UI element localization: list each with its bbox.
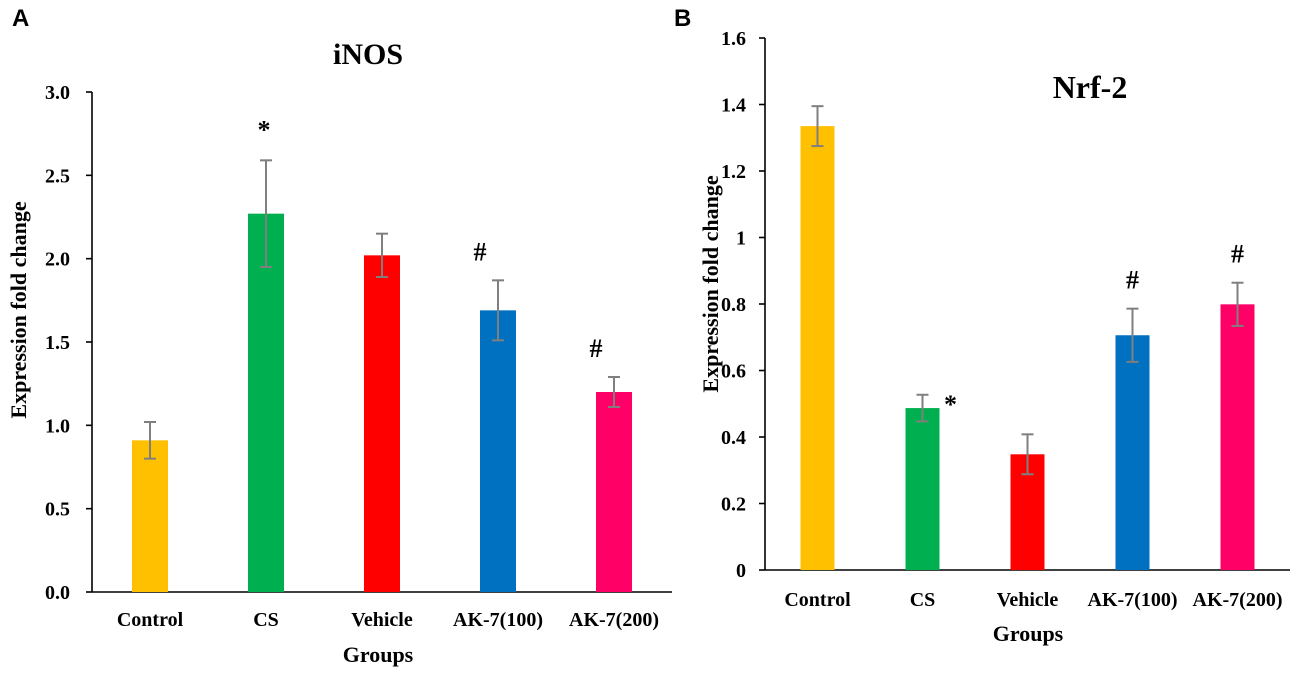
y-tick-label-a: 2.0 (45, 249, 70, 271)
y-tick-label-a: 1.0 (45, 415, 70, 437)
y-axis-title-a: Expression fold change (6, 201, 31, 418)
significance-marker-a-3: # (474, 237, 487, 266)
y-tick-label-b: 1 (736, 228, 746, 250)
bar-a-0 (132, 440, 168, 592)
y-tick-label-a: 3.0 (45, 82, 70, 104)
y-tick-label-b: 0.4 (721, 427, 746, 449)
chart-title-a: iNOS (333, 38, 403, 71)
x-tick-label-b-2: Vehicle (997, 589, 1059, 611)
x-tick-label-b-4: AK-7(200) (1193, 589, 1283, 611)
chart-panel-b: B Nrf-2 0 0.2 0.4 0.6 0.8 1 1.2 1.4 1.6 Expression … (674, 5, 1290, 646)
bar-a-1 (248, 213, 284, 592)
y-axis-title-b: Expression fold change (698, 175, 723, 392)
y-tick-label-b: 1.6 (721, 28, 746, 50)
x-tick-label-a-0: Control (117, 609, 184, 631)
bar-a-4 (596, 392, 632, 592)
y-tick-label-a: 1.5 (45, 332, 70, 354)
significance-marker-b-4: # (1231, 240, 1244, 269)
bar-b-3 (1115, 335, 1150, 570)
panel-letter-b: B (674, 5, 691, 32)
x-tick-label-a-2: Vehicle (351, 609, 413, 631)
x-axis-title-a: Groups (343, 642, 414, 667)
bar-b-1 (905, 408, 940, 570)
y-tick-label-b: 1.2 (721, 161, 746, 183)
bar-b-4 (1220, 304, 1255, 570)
y-tick-label-a: 0.0 (45, 582, 70, 604)
y-tick-label-b: 0 (736, 560, 746, 582)
bar-a-2 (364, 255, 400, 593)
significance-marker-b-3: # (1126, 266, 1139, 295)
bar-b-0 (800, 126, 835, 571)
x-tick-label-a-3: AK-7(100) (453, 609, 543, 631)
chart-title-b: Nrf-2 (1053, 69, 1128, 105)
x-tick-label-a-4: AK-7(200) (569, 609, 659, 631)
x-tick-label-b-0: Control (784, 589, 851, 611)
y-tick-label-a: 2.5 (45, 165, 70, 187)
significance-marker-a-1: * (258, 115, 271, 144)
y-tick-label-b: 0.8 (721, 294, 746, 316)
y-tick-label-b: 1.4 (721, 95, 746, 117)
panel-letter-a: A (12, 5, 29, 32)
x-axis-title-b: Groups (993, 621, 1064, 646)
y-tick-label-a: 0.5 (45, 499, 70, 521)
x-tick-label-b-3: AK-7(100) (1088, 589, 1178, 611)
significance-marker-a-4: # (590, 334, 603, 363)
bar-a-3 (480, 310, 516, 592)
x-tick-label-b-1: CS (910, 589, 936, 611)
x-tick-label-a-1: CS (253, 609, 279, 631)
significance-marker-b-1: * (944, 390, 957, 419)
y-tick-label-b: 0.2 (721, 494, 746, 516)
y-tick-label-b: 0.6 (721, 361, 746, 383)
